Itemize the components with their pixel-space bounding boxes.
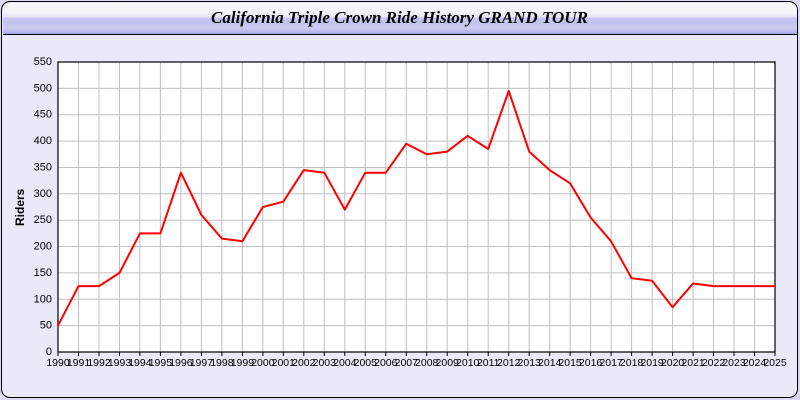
svg-text:400: 400 xyxy=(34,135,52,147)
svg-text:50: 50 xyxy=(40,320,52,332)
svg-text:250: 250 xyxy=(34,214,52,226)
svg-text:450: 450 xyxy=(34,109,52,121)
svg-text:2025: 2025 xyxy=(763,357,787,369)
svg-text:550: 550 xyxy=(34,56,52,68)
svg-text:200: 200 xyxy=(34,241,52,253)
svg-text:150: 150 xyxy=(34,267,52,279)
svg-text:500: 500 xyxy=(34,82,52,94)
svg-text:100: 100 xyxy=(34,293,52,305)
svg-text:350: 350 xyxy=(34,162,52,174)
svg-text:300: 300 xyxy=(34,188,52,200)
